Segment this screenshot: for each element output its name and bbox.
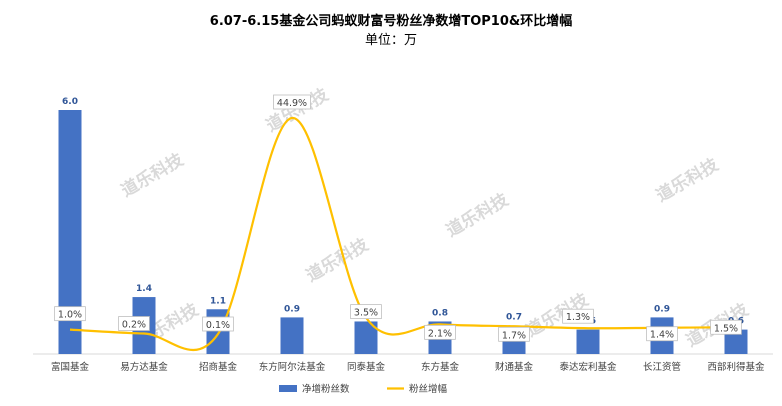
- growth-label-box-6: [498, 326, 530, 342]
- growth-label-box-0: [54, 306, 86, 322]
- bar-3: [280, 317, 304, 354]
- bar-7: [576, 329, 600, 354]
- growth-label-box-7: [562, 308, 594, 324]
- watermark-text-3: 道乐科技: [653, 154, 723, 207]
- category-label-0: 富国基金: [51, 361, 90, 373]
- category-label-9: 西部利得基金: [707, 361, 765, 373]
- legend-line-label: 粉丝增幅: [409, 383, 448, 395]
- category-label-6: 财通基金: [495, 361, 534, 373]
- bar-value-label-8: 0.9: [654, 304, 670, 314]
- bar-9: [724, 329, 748, 354]
- category-label-1: 易方达基金: [120, 361, 168, 373]
- growth-value-label-3: 44.9%: [277, 98, 307, 109]
- growth-value-label-9: 1.5%: [714, 323, 738, 334]
- bar-value-label-2: 1.1: [210, 296, 226, 306]
- chart-title: 6.07-6.15基金公司蚂蚁财富号粉丝净数增TOP10&环比增幅: [209, 14, 573, 29]
- growth-label-box-2: [202, 316, 234, 332]
- growth-label-box-9: [710, 319, 742, 335]
- growth-value-label-5: 2.1%: [428, 328, 452, 339]
- bar-value-label-3: 0.9: [284, 304, 300, 314]
- bar-value-label-5: 0.8: [432, 308, 448, 318]
- growth-label-box-5: [424, 324, 456, 340]
- category-label-5: 东方基金: [421, 361, 460, 373]
- category-label-4: 同泰基金: [347, 361, 386, 373]
- growth-label-box-8: [646, 326, 678, 342]
- category-label-3: 东方阿尔法基金: [259, 361, 326, 373]
- watermark-text-2: 道乐科技: [443, 189, 513, 242]
- legend-bar-swatch: [279, 385, 297, 392]
- growth-value-label-8: 1.4%: [650, 330, 674, 341]
- category-label-2: 招商基金: [199, 361, 238, 373]
- category-label-8: 长江资管: [643, 361, 681, 373]
- category-label-7: 泰达宏利基金: [559, 361, 617, 373]
- growth-value-label-7: 1.3%: [566, 312, 590, 323]
- growth-label-box-3: [273, 94, 311, 110]
- bar-value-label-0: 6.0: [62, 97, 78, 107]
- bar-4: [354, 321, 378, 354]
- growth-value-label-2: 0.1%: [206, 320, 230, 331]
- watermark-text-0: 道乐科技: [118, 149, 188, 202]
- chart-subtitle: 单位：万: [364, 33, 417, 48]
- legend-bar-label: 净增粉丝数: [302, 383, 350, 395]
- bar-0: [58, 110, 82, 354]
- growth-label-box-1: [118, 316, 150, 331]
- bar-value-label-6: 0.7: [506, 313, 522, 323]
- growth-label-box-4: [350, 304, 382, 320]
- watermark-text-4: 道乐科技: [303, 234, 373, 287]
- growth-value-label-6: 1.7%: [502, 330, 526, 341]
- bar-value-label-1: 1.4: [136, 284, 152, 294]
- watermark-text-1: 道乐科技: [263, 84, 333, 137]
- growth-value-label-4: 3.5%: [354, 308, 378, 319]
- growth-value-label-0: 1.0%: [58, 310, 82, 321]
- growth-value-label-1: 0.2%: [122, 320, 146, 331]
